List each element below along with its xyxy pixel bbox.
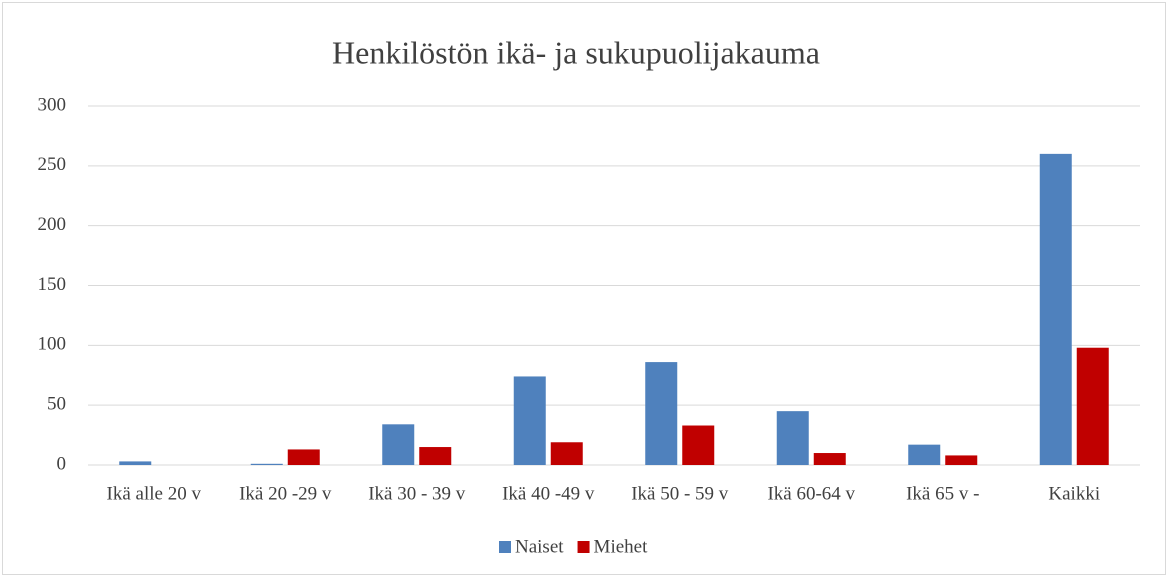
x-tick-label: Ikä 65 v - [906, 483, 979, 504]
bar [776, 411, 809, 465]
bar [119, 461, 152, 465]
bar [382, 424, 415, 465]
y-tick-label: 150 [38, 274, 67, 295]
x-tick-label: Ikä 40 -49 v [502, 483, 595, 504]
bar [908, 444, 941, 465]
x-tick-label: Ikä 50 - 59 v [631, 483, 729, 504]
y-tick-label: 100 [38, 334, 67, 355]
bar [287, 449, 320, 465]
x-tick-label: Ikä 20 -29 v [239, 483, 332, 504]
legend-label: Miehet [594, 536, 649, 557]
x-tick-label: Ikä alle 20 v [107, 483, 202, 504]
x-tick-label: Kaikki [1048, 483, 1100, 504]
legend-swatch [577, 541, 590, 553]
bar [645, 362, 678, 465]
legend-swatch [499, 541, 511, 553]
bar [1076, 347, 1109, 465]
x-tick-label: Ikä 30 - 39 v [368, 483, 466, 504]
bar [419, 447, 452, 465]
chart-title: Henkilöstön ikä- ja sukupuolijakauma [332, 34, 820, 70]
y-tick-label: 0 [57, 453, 67, 474]
bar [945, 455, 978, 465]
bar [550, 442, 583, 465]
bar [250, 463, 283, 465]
bar [513, 376, 546, 465]
x-tick-label: Ikä 60-64 v [767, 483, 855, 504]
bar [682, 425, 715, 465]
y-tick-label: 50 [47, 394, 66, 415]
bar [1039, 153, 1072, 465]
y-tick-label: 300 [38, 94, 67, 115]
y-tick-label: 250 [38, 154, 67, 175]
legend-label: Naiset [515, 536, 564, 557]
y-tick-label: 200 [38, 214, 67, 235]
bar [813, 453, 846, 465]
